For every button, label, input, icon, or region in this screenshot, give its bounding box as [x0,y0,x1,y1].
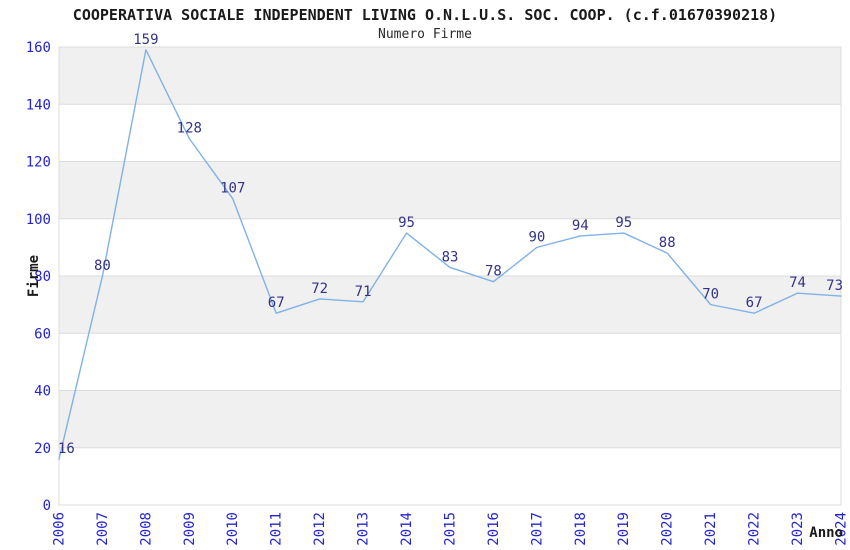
x-tick-label: 2019 [616,512,632,546]
y-tick-label: 160 [26,40,51,56]
x-tick-label: 2018 [573,512,589,546]
data-label: 73 [826,278,843,294]
y-tick-label: 100 [26,212,51,228]
data-label: 72 [311,281,328,297]
x-tick-label: 2022 [747,512,763,546]
y-tick-label: 40 [34,384,51,400]
data-label: 70 [702,287,719,303]
x-tick-label: 2021 [703,512,719,546]
data-label: 90 [528,229,545,245]
x-tick-label: 2009 [182,512,198,546]
y-tick-label: 80 [34,269,51,285]
data-label: 107 [220,181,245,197]
data-label: 74 [789,275,806,291]
x-tick-label: 2011 [269,512,285,546]
y-tick-label: 20 [34,441,51,457]
grid-band [59,390,841,448]
data-label: 67 [746,295,763,311]
data-label: 67 [268,295,285,311]
y-tick-label: 140 [26,97,51,113]
y-tick-label: 60 [34,326,51,342]
x-tick-label: 2012 [312,512,328,546]
data-label: 128 [177,121,202,137]
x-tick-label: 2006 [51,512,67,546]
x-tick-label: 2024 [833,512,849,546]
x-tick-label: 2010 [225,512,241,546]
data-label: 71 [355,284,372,300]
x-tick-label: 2013 [356,512,372,546]
data-label: 78 [485,264,502,280]
x-axis-title: Anno [809,525,843,541]
grid-band [59,447,841,505]
grid-band [59,218,841,276]
x-tick-label: 2007 [95,512,111,546]
data-label: 95 [615,215,632,231]
data-label: 159 [133,32,158,48]
grid-band [59,276,841,334]
x-tick-label: 2023 [790,512,806,546]
grid-band [59,333,841,391]
y-tick-label: 0 [43,498,51,514]
x-tick-label: 2014 [399,512,415,546]
data-line [58,49,842,460]
x-tick-label: 2016 [486,512,502,546]
x-tick-label: 2015 [442,512,458,546]
chart-title: COOPERATIVA SOCIALE INDEPENDENT LIVING O… [72,6,778,24]
y-axis-title: Firme [26,255,42,297]
data-label: 95 [398,215,415,231]
plot-border [58,46,842,506]
data-label: 83 [442,249,459,265]
data-label: 16 [58,441,75,457]
grid-band [59,47,841,105]
chart-subtitle: Numero Firme [378,27,472,42]
data-label: 80 [94,258,111,274]
grid-band [59,104,841,162]
y-tick-label: 120 [26,155,51,171]
x-tick-label: 2017 [529,512,545,546]
x-tick-label: 2008 [138,512,154,546]
data-label: 94 [572,218,589,234]
data-label: 88 [659,235,676,251]
grid-band [59,161,841,219]
x-tick-label: 2020 [660,512,676,546]
